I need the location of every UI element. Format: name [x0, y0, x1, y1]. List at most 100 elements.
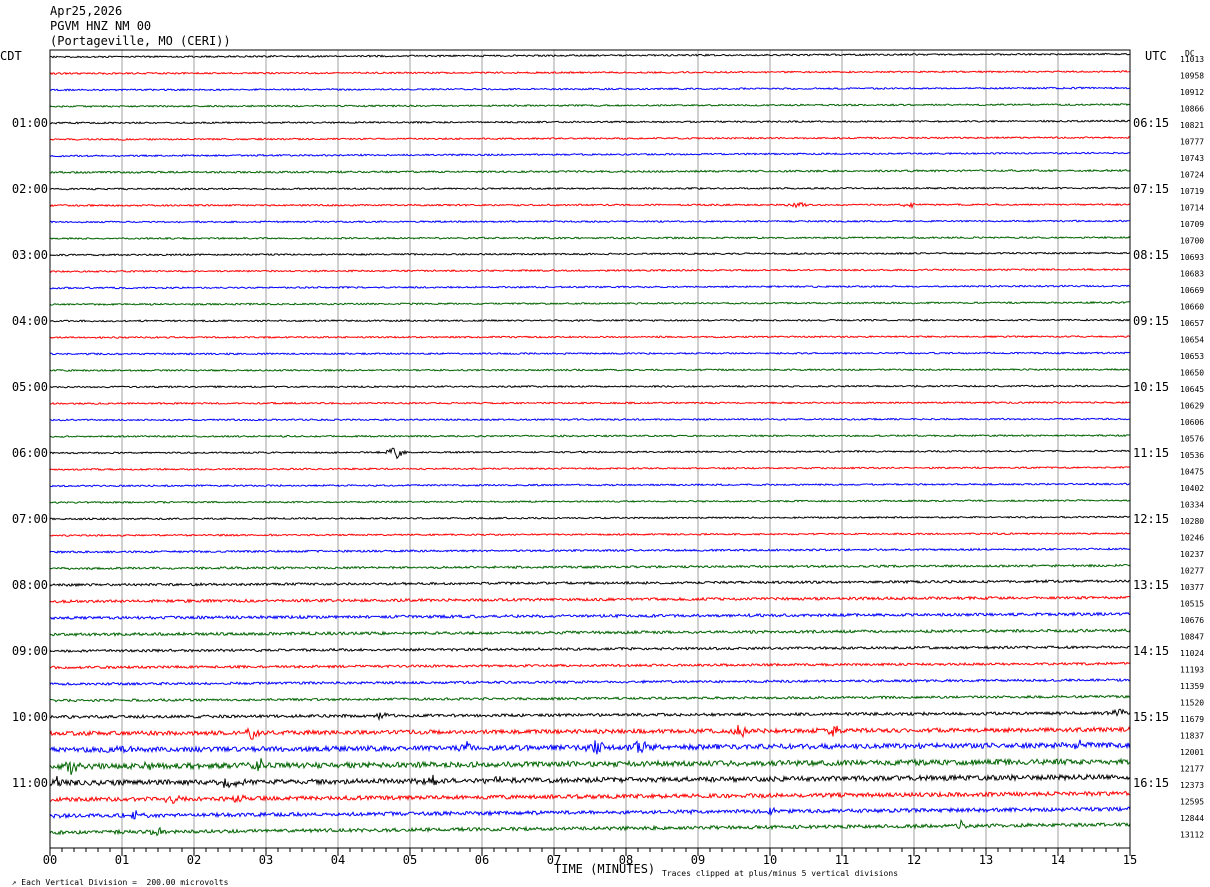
- trace-row: [49, 335, 1131, 339]
- left-hour-label: 11:00: [12, 776, 48, 790]
- x-tick-label: 03: [259, 853, 273, 867]
- right-hour-label: 13:15: [1133, 578, 1169, 592]
- trace-row: [49, 595, 1131, 604]
- x-tick-label: 00: [43, 853, 57, 867]
- right-hour-label: 11:15: [1133, 446, 1169, 460]
- dc-offset-label: 10475: [1180, 468, 1204, 477]
- dc-offset-label: 10743: [1180, 154, 1204, 163]
- x-tick-label: 07: [547, 853, 561, 867]
- right-hour-label: 08:15: [1133, 248, 1169, 262]
- dc-offset-label: 10576: [1180, 435, 1204, 444]
- x-tick-label: 05: [403, 853, 417, 867]
- dc-offset-label: 10777: [1180, 138, 1204, 147]
- dc-offset-label: 10606: [1180, 418, 1204, 427]
- trace-row: [49, 515, 1131, 521]
- trace-row: [49, 757, 1131, 775]
- trace-row: [49, 400, 1131, 405]
- trace-row: [49, 739, 1131, 755]
- left-timezone-label: CDT: [0, 49, 22, 63]
- trace-row: [49, 268, 1131, 273]
- trace-row: [49, 694, 1131, 703]
- minute-gridlines: [121, 50, 1059, 848]
- scale-note-text: Each Vertical Division = 200.00 microvol…: [21, 878, 229, 887]
- dc-offset-label: 10958: [1180, 72, 1204, 81]
- trace-row: [49, 351, 1131, 356]
- dc-offset-label: 10377: [1180, 583, 1204, 592]
- dc-offset-label: 12177: [1180, 765, 1204, 774]
- trace-row: [49, 201, 1131, 210]
- dc-offset-label: 10515: [1180, 600, 1204, 609]
- dc-offset-label: 10650: [1180, 369, 1204, 378]
- dc-offset-label: 11013: [1180, 55, 1204, 64]
- x-tick-label: 04: [331, 853, 345, 867]
- trace-row: [49, 547, 1131, 554]
- trace-row: [49, 300, 1131, 306]
- left-hour-label: 01:00: [12, 116, 48, 130]
- dc-offset-label: 11520: [1180, 699, 1204, 708]
- trace-row: [49, 611, 1131, 621]
- trace-row: [49, 219, 1131, 224]
- dc-offset-label: 10719: [1180, 187, 1204, 196]
- x-tick-label: 01: [115, 853, 129, 867]
- trace-row: [49, 168, 1131, 175]
- right-hour-label: 14:15: [1133, 644, 1169, 658]
- trace-row: [49, 466, 1131, 471]
- x-tick-label: 12: [907, 853, 921, 867]
- dc-offset-label: 10724: [1180, 171, 1204, 180]
- dc-offset-label: 10821: [1180, 121, 1204, 130]
- right-hour-label: 12:15: [1133, 512, 1169, 526]
- left-hour-label: 07:00: [12, 512, 48, 526]
- trace-row: [49, 805, 1131, 820]
- dc-offset-label: 10657: [1180, 319, 1204, 328]
- dc-offset-label: 10237: [1180, 550, 1204, 559]
- trace-row: [49, 103, 1131, 108]
- right-timezone-label: UTC: [1145, 49, 1167, 63]
- dc-offset-label: 12844: [1180, 814, 1204, 823]
- dc-offset-label: 12373: [1180, 781, 1204, 790]
- header-station: PGVM HNZ NM 00: [50, 19, 152, 33]
- dc-offset-label: 11359: [1180, 682, 1204, 691]
- dc-offset-label: 10866: [1180, 105, 1204, 114]
- dc-offset-label: 10847: [1180, 633, 1204, 642]
- trace-row: [49, 628, 1131, 638]
- trace-row: [49, 434, 1131, 439]
- x-tick-label: 13: [979, 853, 993, 867]
- dc-offset-label: 12001: [1180, 748, 1204, 757]
- scale-note: ↗ Each Vertical Division = 200.00 microv…: [2, 869, 229, 887]
- trace-row: [49, 52, 1130, 59]
- dc-offset-label: 11837: [1180, 732, 1204, 741]
- dc-offset-label: 10714: [1180, 204, 1204, 213]
- trace-row: [49, 708, 1131, 722]
- left-hour-label: 04:00: [12, 314, 48, 328]
- clip-note: Traces clipped at plus/minus 5 vertical …: [662, 869, 899, 878]
- trace-row: [49, 186, 1131, 191]
- trace-row: [49, 251, 1131, 257]
- dc-offset-label: 11193: [1180, 666, 1204, 675]
- trace-row: [49, 773, 1131, 789]
- dc-offset-label: 12595: [1180, 798, 1204, 807]
- dc-offset-label: 10654: [1180, 336, 1204, 345]
- trace-row: [49, 367, 1131, 372]
- trace-row: [49, 86, 1131, 92]
- trace-row: [49, 532, 1131, 537]
- dc-offset-label: 10629: [1180, 402, 1204, 411]
- x-tick-label: 02: [187, 853, 201, 867]
- trace-row: [49, 318, 1131, 323]
- trace-row: [49, 447, 1131, 460]
- dc-offset-label: 10277: [1180, 567, 1204, 576]
- trace-row: [49, 563, 1131, 571]
- trace-row: [49, 818, 1131, 837]
- trace-row: [49, 790, 1131, 805]
- x-tick-label: 11: [835, 853, 849, 867]
- axis-labels: 00 01 02 03 04 05 06 07 08 09 10 11 12 13 14 15 01:00 02:…: [12, 55, 1204, 867]
- dc-offset-label: 10536: [1180, 451, 1204, 460]
- trace-row: [49, 384, 1131, 389]
- left-hour-label: 08:00: [12, 578, 48, 592]
- trace-row: [49, 119, 1131, 125]
- dc-offset-label: 10912: [1180, 88, 1204, 97]
- right-hour-label: 06:15: [1133, 116, 1169, 130]
- x-tick-label: 06: [475, 853, 489, 867]
- left-hour-label: 05:00: [12, 380, 48, 394]
- dc-offset-label: 10280: [1180, 517, 1204, 526]
